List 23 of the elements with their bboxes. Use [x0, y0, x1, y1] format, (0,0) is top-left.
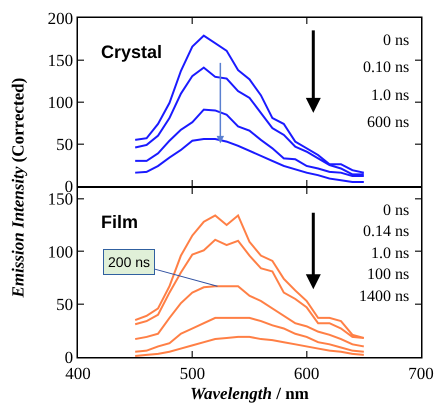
annotation: 1400 ns: [359, 288, 410, 305]
annotation: 100 ns: [367, 266, 410, 283]
y-tick-label: 50: [56, 295, 74, 314]
y-tick-label: 100: [48, 242, 74, 262]
x-tick-label: 600: [294, 364, 320, 383]
y-tick-label: 100: [48, 93, 74, 112]
y-axis-title: Emission Intensity (Corrected): [8, 78, 28, 298]
annotation: 600 ns: [367, 114, 410, 131]
annotation: 1.0 ns: [371, 87, 410, 104]
annotation: Film: [101, 212, 138, 232]
x-tick-label: 700: [408, 364, 434, 383]
y-tick-label: 200: [48, 8, 74, 28]
annotation: 200 ns: [108, 254, 150, 270]
annotation: Crystal: [101, 42, 162, 62]
annotation: 0 ns: [383, 32, 410, 49]
x-tick-label: 500: [180, 364, 206, 383]
annotation: 0.10 ns: [363, 59, 410, 76]
annotation: 0.14 ns: [363, 223, 410, 240]
annotation: 0 ns: [383, 202, 410, 219]
y-tick-label: 150: [48, 50, 74, 70]
annotation: 1.0 ns: [371, 245, 410, 262]
y-tick-label: 50: [56, 135, 74, 154]
x-axis-title: Wavelength / nm: [190, 384, 309, 403]
